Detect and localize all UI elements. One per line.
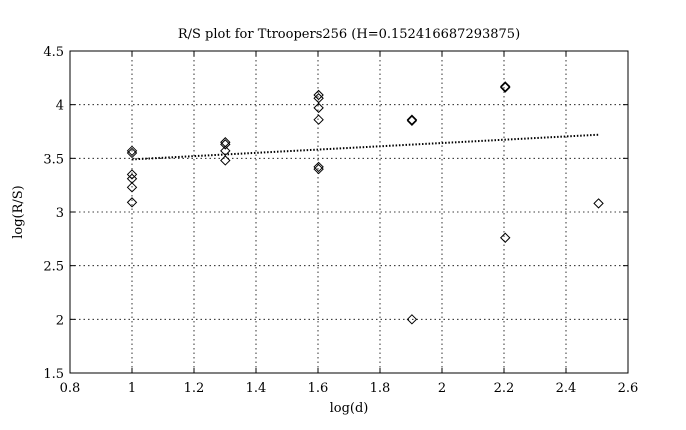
- data-point-diamond: [313, 102, 324, 114]
- y-tick-label: 2.5: [43, 260, 64, 275]
- data-point-diamond: [500, 81, 511, 92]
- data-point-diamond: [220, 139, 231, 150]
- x-tick-label: 2.4: [556, 381, 577, 396]
- data-point-diamond: [126, 169, 138, 180]
- data-points: [126, 81, 604, 325]
- axis-ticks: 0.8 1 1.2 1.4 1.6 1.8 2 2.2 2.4 2.6 1.5 2 2.5 3 3.5 4 4.…: [43, 45, 638, 396]
- x-tick-label: 2.2: [494, 381, 515, 396]
- chart-title: R/S plot for Ttroopers256 (H=0.152416687…: [178, 27, 520, 42]
- x-tick-label: 2.6: [618, 381, 639, 396]
- x-tick-label: 1: [128, 381, 136, 396]
- y-tick-label: 2: [56, 313, 64, 328]
- data-point-diamond: [126, 147, 138, 159]
- data-point-diamond: [126, 145, 138, 157]
- data-point-diamond: [500, 232, 511, 243]
- y-tick-label: 4: [56, 99, 64, 114]
- data-point-diamond: [313, 89, 324, 101]
- data-point-diamond: [313, 163, 324, 175]
- data-point-diamond: [500, 82, 511, 93]
- y-axis-label: log(R/S): [11, 185, 26, 239]
- data-point-diamond: [313, 114, 324, 125]
- data-point-diamond: [593, 198, 604, 209]
- data-point-diamond: [220, 155, 231, 166]
- x-tick-label: 1.6: [308, 381, 329, 396]
- x-tick-label: 1.2: [184, 381, 205, 396]
- x-tick-label: 2: [438, 381, 446, 396]
- y-tick-label: 4.5: [43, 45, 64, 60]
- data-point-diamond: [126, 182, 138, 193]
- y-tick-label: 3.5: [43, 152, 64, 167]
- data-point-diamond: [313, 161, 324, 173]
- data-point-diamond: [126, 197, 138, 208]
- y-tick-label: 3: [56, 206, 64, 221]
- grid-lines: [70, 51, 628, 373]
- data-point-diamond: [406, 314, 418, 325]
- x-tick-label: 0.8: [60, 381, 81, 396]
- x-tick-label: 1.8: [370, 381, 391, 396]
- x-axis-label: log(d): [330, 401, 369, 416]
- data-point-diamond: [406, 115, 418, 126]
- data-point-diamond: [406, 114, 418, 125]
- y-tick-label: 1.5: [43, 367, 64, 382]
- x-tick-label: 1.4: [246, 381, 267, 396]
